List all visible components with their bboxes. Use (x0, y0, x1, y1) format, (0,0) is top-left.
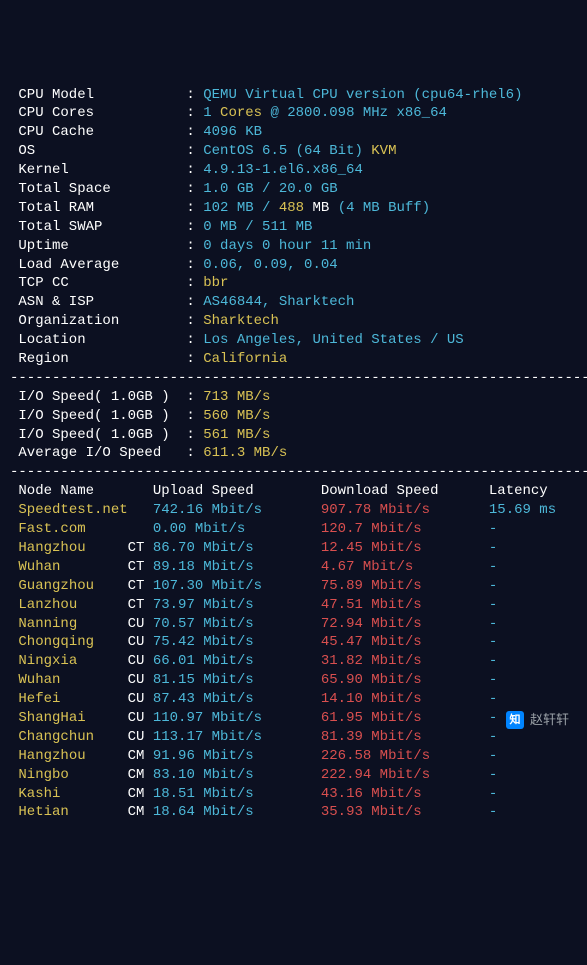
watermark-author: 赵轩轩 (530, 711, 569, 729)
terminal-output: CPU Model : QEMU Virtual CPU version (cp… (10, 86, 577, 823)
terminal-line: Ningxia CU 66.01 Mbit/s 31.82 Mbit/s - (10, 652, 577, 671)
watermark: 知 赵轩轩 (506, 711, 569, 729)
terminal-line: I/O Speed( 1.0GB ) : 713 MB/s (10, 388, 577, 407)
terminal-line: OS : CentOS 6.5 (64 Bit) KVM (10, 142, 577, 161)
terminal-line: ----------------------------------------… (10, 369, 577, 388)
terminal-line: Load Average : 0.06, 0.09, 0.04 (10, 256, 577, 275)
terminal-line: CPU Cores : 1 Cores @ 2800.098 MHz x86_6… (10, 104, 577, 123)
terminal-line: Hangzhou CM 91.96 Mbit/s 226.58 Mbit/s - (10, 747, 577, 766)
terminal-line: ASN & ISP : AS46844, Sharktech (10, 293, 577, 312)
terminal-line: CPU Cache : 4096 KB (10, 123, 577, 142)
terminal-line: Ningbo CM 83.10 Mbit/s 222.94 Mbit/s - (10, 766, 577, 785)
terminal-line: Node Name Upload Speed Download Speed La… (10, 482, 577, 501)
terminal-line: Average I/O Speed : 611.3 MB/s (10, 444, 577, 463)
terminal-line: Total RAM : 102 MB / 488 MB (4 MB Buff) (10, 199, 577, 218)
terminal-line: Hetian CM 18.64 Mbit/s 35.93 Mbit/s - (10, 803, 577, 822)
terminal-line: ----------------------------------------… (10, 463, 577, 482)
terminal-line: Uptime : 0 days 0 hour 11 min (10, 237, 577, 256)
terminal-line: Kashi CM 18.51 Mbit/s 43.16 Mbit/s - (10, 785, 577, 804)
zhihu-icon: 知 (506, 711, 524, 729)
terminal-line: CPU Model : QEMU Virtual CPU version (cp… (10, 86, 577, 105)
terminal-line: Organization : Sharktech (10, 312, 577, 331)
terminal-line: Hangzhou CT 86.70 Mbit/s 12.45 Mbit/s - (10, 539, 577, 558)
terminal-line: ShangHai CU 110.97 Mbit/s 61.95 Mbit/s - (10, 709, 577, 728)
terminal-line: I/O Speed( 1.0GB ) : 561 MB/s (10, 426, 577, 445)
terminal-line: Hefei CU 87.43 Mbit/s 14.10 Mbit/s - (10, 690, 577, 709)
terminal-line: Chongqing CU 75.42 Mbit/s 45.47 Mbit/s - (10, 633, 577, 652)
terminal-line: Kernel : 4.9.13-1.el6.x86_64 (10, 161, 577, 180)
terminal-line: Total Space : 1.0 GB / 20.0 GB (10, 180, 577, 199)
terminal-line: Lanzhou CT 73.97 Mbit/s 47.51 Mbit/s - (10, 596, 577, 615)
terminal-line: Wuhan CT 89.18 Mbit/s 4.67 Mbit/s - (10, 558, 577, 577)
terminal-line: Changchun CU 113.17 Mbit/s 81.39 Mbit/s … (10, 728, 577, 747)
terminal-line: Nanning CU 70.57 Mbit/s 72.94 Mbit/s - (10, 615, 577, 634)
terminal-line: Wuhan CU 81.15 Mbit/s 65.90 Mbit/s - (10, 671, 577, 690)
terminal-line: Guangzhou CT 107.30 Mbit/s 75.89 Mbit/s … (10, 577, 577, 596)
terminal-line: Speedtest.net 742.16 Mbit/s 907.78 Mbit/… (10, 501, 577, 520)
terminal-line: Fast.com 0.00 Mbit/s 120.7 Mbit/s - (10, 520, 577, 539)
terminal-line: I/O Speed( 1.0GB ) : 560 MB/s (10, 407, 577, 426)
terminal-line: TCP CC : bbr (10, 274, 577, 293)
terminal-line: Location : Los Angeles, United States / … (10, 331, 577, 350)
terminal-line: Region : California (10, 350, 577, 369)
terminal-line: Total SWAP : 0 MB / 511 MB (10, 218, 577, 237)
